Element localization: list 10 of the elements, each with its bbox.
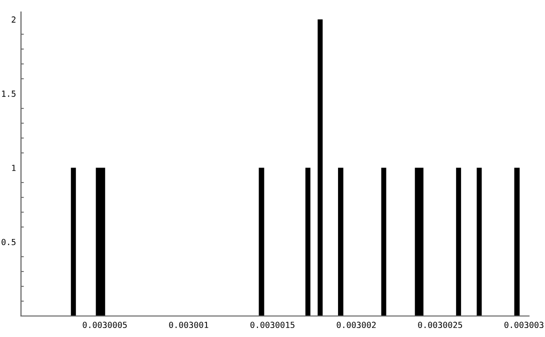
x-tick-label: 0.003001	[169, 322, 208, 328]
y-tick-label: 1	[12, 164, 16, 171]
x-tick-label: 0.003003	[504, 322, 544, 328]
x-tick-label: 0.0030025	[418, 322, 462, 328]
y-tick-label: 0.5	[2, 238, 16, 246]
y-tick-label: 1.5	[2, 90, 16, 97]
x-tick-label: 0.0030015	[250, 322, 294, 328]
x-tick-label: 0.003002	[336, 322, 376, 328]
x-tick-label: 0.0030005	[82, 322, 127, 328]
y-tick-label: 2	[12, 16, 16, 23]
